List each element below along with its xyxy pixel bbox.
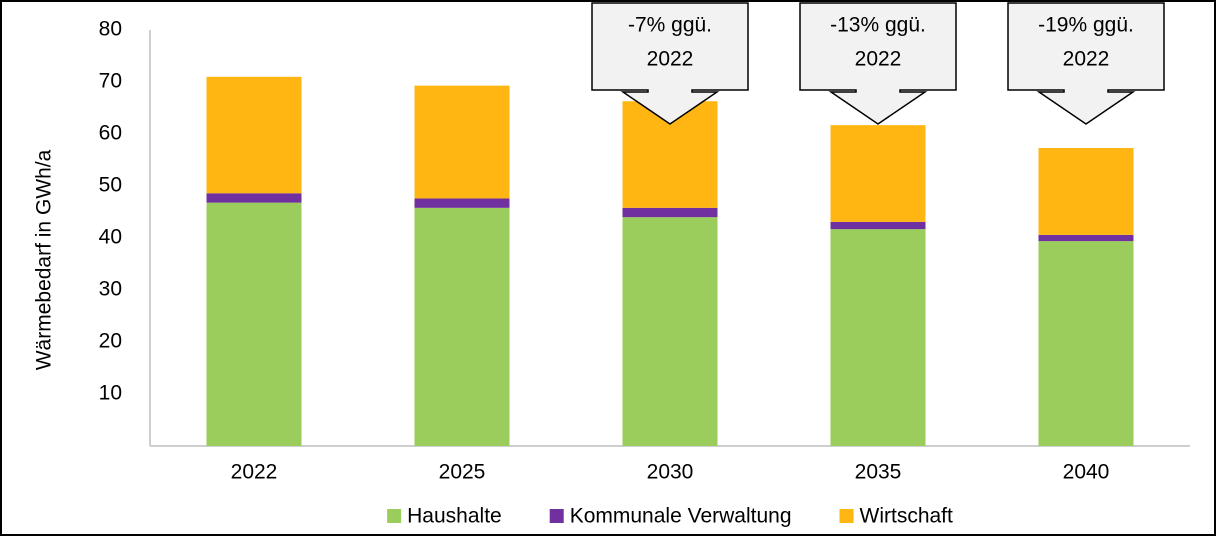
callout xyxy=(591,2,749,125)
bar-segment xyxy=(414,198,510,208)
legend-swatch xyxy=(387,509,402,523)
bar-segment xyxy=(206,193,302,203)
callout-text: 2022 xyxy=(1063,48,1110,71)
legend-label: Haushalte xyxy=(407,505,502,528)
bar-segment xyxy=(206,202,302,446)
x-tick-label: 2035 xyxy=(855,461,902,484)
legend-label: Kommunale Verwaltung xyxy=(570,505,792,528)
bar-segment xyxy=(1038,241,1134,446)
bar-segment xyxy=(830,229,926,446)
y-tick-label: 50 xyxy=(99,174,122,197)
legend-swatch xyxy=(549,509,564,523)
bar-segment xyxy=(622,207,718,218)
callout xyxy=(1007,2,1165,125)
bar-segment xyxy=(830,221,926,230)
y-tick-label: 80 xyxy=(99,18,122,41)
y-tick-label: 10 xyxy=(99,382,122,405)
x-tick-label: 2040 xyxy=(1063,461,1110,484)
callout xyxy=(799,2,957,125)
y-tick-label: 30 xyxy=(99,278,122,301)
legend-label: Wirtschaft xyxy=(860,505,954,528)
callout-text: 2022 xyxy=(855,48,902,71)
y-tick-label: 60 xyxy=(99,122,122,145)
callout-text: -19% ggü. xyxy=(1038,14,1134,37)
y-tick-label: 40 xyxy=(99,226,122,249)
callout-text: -7% ggü. xyxy=(628,14,712,37)
y-axis-title: Wärmebedarf in GWh/a xyxy=(33,149,56,370)
y-tick-label: 70 xyxy=(99,70,122,93)
bar-segment xyxy=(622,217,718,446)
bar-segment xyxy=(414,85,510,199)
y-tick-label: 20 xyxy=(99,330,122,353)
bar-segment xyxy=(414,207,510,446)
callout-text: -13% ggü. xyxy=(830,14,926,37)
bar-segment xyxy=(1038,234,1134,242)
bar-segment xyxy=(206,76,302,194)
legend-swatch xyxy=(839,509,854,523)
x-tick-label: 2025 xyxy=(439,461,486,484)
x-tick-label: 2022 xyxy=(231,461,278,484)
bar-segment xyxy=(830,125,926,222)
x-tick-label: 2030 xyxy=(647,461,694,484)
callout-text: 2022 xyxy=(647,48,694,71)
bar-segment xyxy=(1038,148,1134,235)
